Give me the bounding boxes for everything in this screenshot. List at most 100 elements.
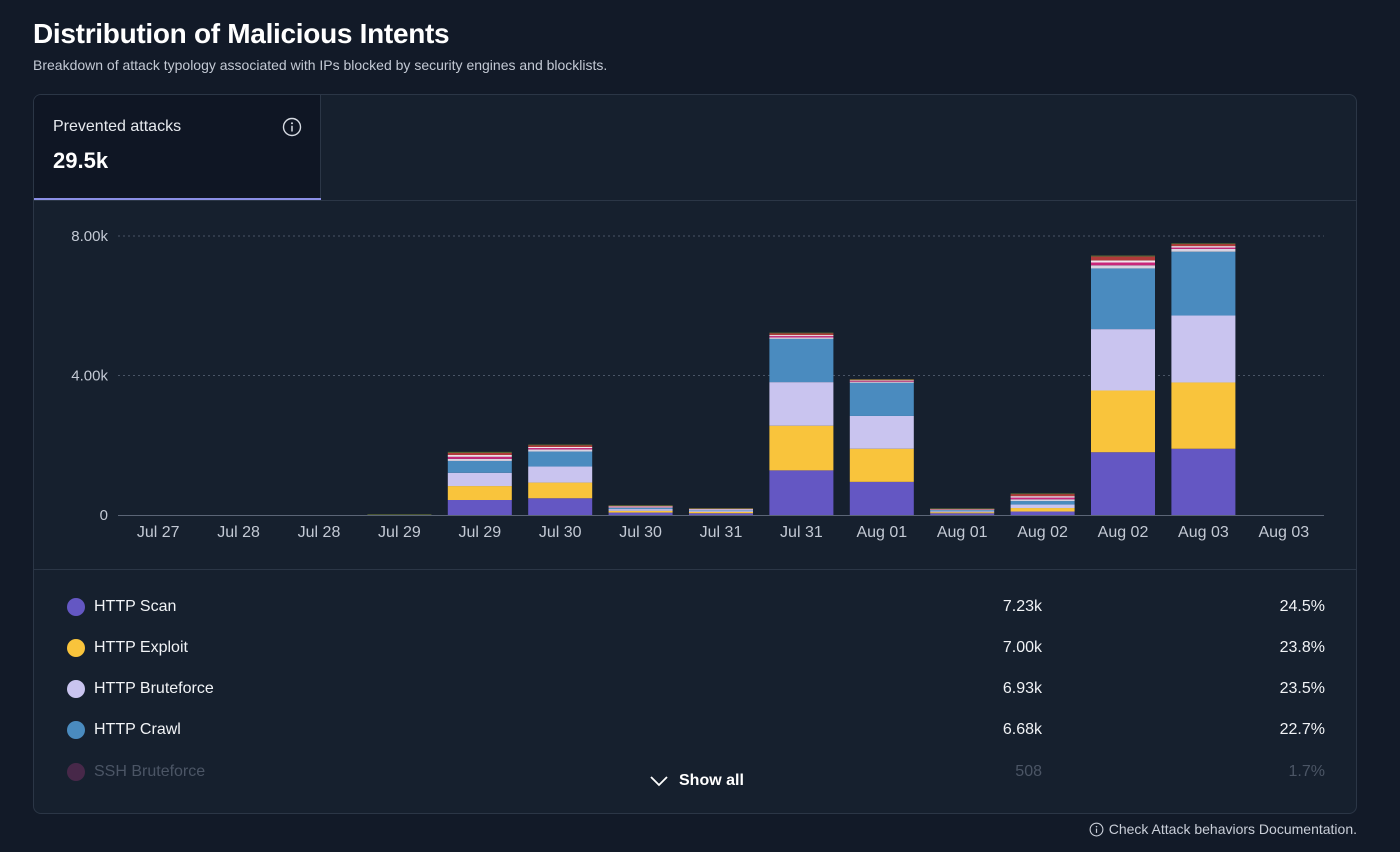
bar-segment[interactable] (689, 508, 753, 509)
bar-segment[interactable] (930, 508, 995, 510)
bar-segment[interactable] (608, 505, 673, 507)
bar-segment[interactable] (849, 381, 914, 382)
legend-pct: 1.7% (1288, 763, 1325, 780)
tabs-divider (34, 200, 1356, 201)
bar-segment[interactable] (447, 456, 512, 459)
bar-segment[interactable] (528, 451, 593, 467)
x-tick-label: Jul 27 (137, 524, 180, 541)
bar-segment[interactable] (769, 336, 834, 338)
bar-segment[interactable] (1010, 499, 1075, 502)
legend-name: HTTP Exploit (94, 639, 188, 656)
bar-segment[interactable] (528, 445, 593, 447)
bar-segment[interactable] (608, 509, 673, 511)
bar-segment[interactable] (1091, 268, 1155, 330)
bar-segment[interactable] (930, 513, 995, 515)
legend-item-http-crawl[interactable]: HTTP Crawl 6.68k 22.7% (34, 716, 1356, 746)
bar-segment[interactable] (447, 455, 512, 457)
bar-segment[interactable] (1010, 501, 1075, 505)
bar-segment[interactable] (769, 470, 834, 515)
doc-link-label: Check Attack behaviors Documentation. (1108, 821, 1357, 837)
bar-segment[interactable] (1171, 315, 1236, 383)
bar-segment[interactable] (689, 513, 753, 515)
bar-segment[interactable] (447, 460, 512, 473)
bar-segment[interactable] (1171, 382, 1236, 449)
bar-segment[interactable] (528, 498, 593, 515)
bar-segment[interactable] (1091, 329, 1155, 391)
bar-segment[interactable] (528, 449, 593, 452)
bar-segment[interactable] (608, 507, 673, 510)
bar-segment[interactable] (528, 444, 593, 446)
bar-segment[interactable] (608, 506, 673, 507)
bar-segment[interactable] (1171, 448, 1236, 515)
bar-segment[interactable] (769, 338, 834, 383)
bar-segment[interactable] (769, 337, 834, 339)
bar-segment[interactable] (1171, 247, 1236, 249)
bar-segment[interactable] (608, 510, 673, 513)
bar-segment[interactable] (1010, 504, 1075, 509)
bar-segment[interactable] (1091, 265, 1155, 269)
bar-segment[interactable] (1010, 508, 1075, 512)
x-tick-label: Jul 31 (780, 524, 823, 541)
y-tick-label: 4.00k (71, 368, 108, 385)
bar-segment[interactable] (1091, 256, 1155, 261)
bar-segment[interactable] (1171, 244, 1236, 247)
legend-pct: 23.8% (1279, 639, 1325, 656)
bar-segment[interactable] (769, 335, 834, 337)
bar-segment[interactable] (1091, 452, 1155, 515)
bar-segment[interactable] (1010, 493, 1075, 495)
bar-segment[interactable] (769, 333, 834, 336)
bar-segment[interactable] (1171, 251, 1236, 316)
bar-segment[interactable] (447, 458, 512, 461)
bar-segment[interactable] (849, 481, 914, 515)
bar-segment[interactable] (849, 379, 914, 381)
bar-segment[interactable] (1171, 246, 1236, 248)
legend-item-http-bruteforce[interactable]: HTTP Bruteforce 6.93k 23.5% (34, 675, 1356, 705)
bar-segment[interactable] (849, 415, 914, 449)
bar-segment[interactable] (1010, 494, 1075, 497)
bar-segment[interactable] (447, 500, 512, 515)
bar-segment[interactable] (689, 509, 753, 511)
bar-segment[interactable] (447, 452, 512, 456)
bar-segment[interactable] (849, 378, 914, 380)
bar-segment[interactable] (528, 448, 593, 450)
attack-behaviors-doc-link[interactable]: Check Attack behaviors Documentation. (1089, 821, 1357, 837)
bar-segment[interactable] (1091, 390, 1155, 453)
bar-segment[interactable] (769, 425, 834, 471)
info-icon[interactable] (282, 117, 302, 137)
bar-segment[interactable] (1091, 260, 1155, 263)
show-all-button[interactable]: Show all (649, 768, 744, 794)
bar-segment[interactable] (608, 506, 673, 508)
bar-segment[interactable] (528, 466, 593, 483)
bar-segment[interactable] (1010, 497, 1075, 500)
bar-segment[interactable] (849, 381, 914, 383)
legend-item-http-scan[interactable]: HTTP Scan 7.23k 24.5% (34, 593, 1356, 623)
bar-segment[interactable] (769, 332, 834, 334)
bar-segment[interactable] (447, 451, 512, 453)
legend-item-ssh-bruteforce[interactable]: SSH Bruteforce 508 1.7% (34, 758, 1356, 788)
bar-segment[interactable] (1171, 248, 1236, 252)
bar-segment[interactable] (689, 510, 753, 512)
bar-segment[interactable] (1010, 496, 1075, 498)
bar-segment[interactable] (930, 512, 995, 514)
bar-segment[interactable] (1171, 243, 1236, 245)
legend-item-http-exploit[interactable]: HTTP Exploit 7.00k 23.8% (34, 634, 1356, 664)
bar-segment[interactable] (849, 382, 914, 416)
bar-segment[interactable] (1091, 255, 1155, 257)
bar-segment[interactable] (849, 380, 914, 382)
bar-segment[interactable] (528, 446, 593, 449)
bar-segment[interactable] (689, 511, 753, 514)
bar-segment[interactable] (930, 511, 995, 513)
bar-segment[interactable] (608, 512, 673, 515)
chevron-down-icon (650, 776, 668, 787)
bar-segment[interactable] (930, 509, 995, 512)
bar-segment[interactable] (849, 448, 914, 482)
bar-segment[interactable] (769, 382, 834, 426)
bar-segment[interactable] (447, 472, 512, 487)
bar-segment[interactable] (1010, 511, 1075, 515)
tab-prevented-attacks[interactable]: Prevented attacks 29.5k (34, 95, 321, 201)
bar-segment[interactable] (367, 514, 432, 516)
bar-segment[interactable] (447, 486, 512, 501)
bar-segment[interactable] (1091, 262, 1155, 266)
legend-dot (67, 598, 85, 616)
bar-segment[interactable] (528, 482, 593, 499)
